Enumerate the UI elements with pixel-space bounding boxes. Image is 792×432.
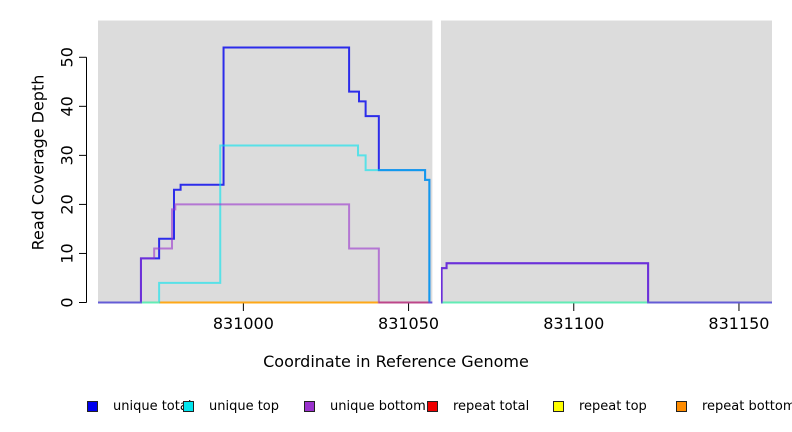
y-tick-label: 50	[58, 47, 77, 67]
legend-label: unique top	[209, 398, 280, 414]
y-tick-label: 0	[58, 297, 77, 307]
y-tick-label: 40	[58, 96, 77, 116]
y-axis-title: Read Coverage Depth	[28, 74, 48, 251]
legend-item-repeat-top: repeat top	[553, 398, 647, 414]
legend-item-unique-top: unique top	[183, 398, 280, 414]
legend-item-repeat-total: repeat total	[427, 398, 530, 414]
masked-region	[432, 19, 441, 305]
series-unique-top	[98, 144, 772, 304]
series-unique-bottom	[98, 203, 772, 304]
legend-label: repeat top	[579, 398, 647, 414]
x-tick-label: 831150	[708, 314, 769, 333]
legend-item-repeat-bottom: repeat bottom	[676, 398, 792, 414]
legend-item-unique-total: unique total	[87, 398, 192, 414]
legend-swatch-icon	[183, 400, 194, 412]
x-tick-label: 831100	[543, 314, 604, 333]
x-axis-title: Coordinate in Reference Genome	[263, 352, 529, 371]
y-tick-label: 20	[58, 194, 77, 214]
legend-label: unique bottom	[330, 398, 426, 414]
legend-swatch-icon	[87, 400, 98, 412]
y-tick-label: 10	[58, 243, 77, 263]
x-tick-label: 831050	[378, 314, 439, 333]
legend-swatch-icon	[304, 400, 315, 412]
legend-swatch-icon	[553, 400, 564, 412]
legend-item-unique-bottom: unique bottom	[304, 398, 426, 414]
legend-swatch-icon	[676, 400, 687, 412]
x-tick-label: 831000	[213, 314, 274, 333]
legend-swatch-icon	[427, 400, 438, 412]
legend-label: repeat bottom	[702, 398, 792, 414]
legend-label: unique total	[113, 398, 192, 414]
legend-label: repeat total	[453, 398, 530, 414]
y-tick-label: 30	[58, 145, 77, 165]
